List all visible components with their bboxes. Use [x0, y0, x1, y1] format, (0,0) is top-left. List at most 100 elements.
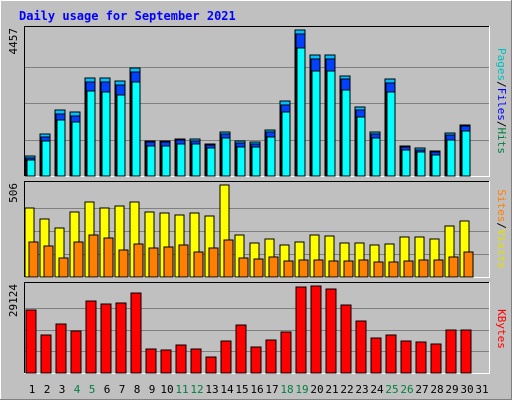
bar-kbytes-kbytes-day-24	[370, 337, 382, 374]
x-tick-label-day-6: 6	[104, 383, 111, 396]
legend-visits-sites: Sites/Visits	[495, 189, 508, 269]
bar-hits-files-pages-pages-day-17	[266, 136, 276, 177]
bar-kbytes-kbytes-day-3	[55, 323, 67, 374]
bar-visits-sites-sites-day-12	[193, 251, 204, 278]
bar-kbytes-kbytes-day-8	[130, 292, 142, 374]
x-tick-label-day-25: 25	[385, 383, 398, 396]
x-tick-label-day-5: 5	[89, 383, 96, 396]
x-tick-label-day-30: 30	[460, 383, 473, 396]
bar-kbytes-kbytes-day-19	[295, 286, 307, 374]
legend-hits: Hits	[495, 128, 508, 155]
x-tick-label-day-9: 9	[149, 383, 156, 396]
bar-hits-files-pages-pages-day-16	[251, 146, 261, 177]
x-tick-label-day-3: 3	[59, 383, 66, 396]
bar-kbytes-kbytes-day-20	[310, 285, 322, 374]
bar-visits-sites-sites-day-29	[448, 256, 459, 278]
x-tick-label-day-16: 16	[250, 383, 263, 396]
bar-kbytes-kbytes-day-30	[460, 329, 472, 374]
x-tick-label-day-23: 23	[355, 383, 368, 396]
bar-kbytes-kbytes-day-26	[400, 340, 412, 374]
bar-visits-sites-sites-day-18	[283, 260, 294, 278]
legend-sep: /	[495, 81, 508, 88]
bar-visits-sites-sites-day-6	[103, 237, 114, 278]
bar-hits-files-pages-pages-day-20	[311, 70, 321, 177]
bar-hits-files-pages-pages-day-21	[326, 70, 336, 177]
x-tick-label-day-10: 10	[160, 383, 173, 396]
bar-visits-sites-sites-day-27	[418, 259, 429, 278]
bar-hits-files-pages-pages-day-15	[236, 146, 246, 177]
bar-hits-files-pages-pages-day-3	[56, 119, 66, 177]
bar-hits-files-pages-pages-day-18	[281, 111, 291, 177]
bar-kbytes-kbytes-day-27	[415, 341, 427, 374]
bar-visits-sites-sites-day-28	[433, 259, 444, 278]
panel-kbytes-ymax-label: 29124	[7, 284, 20, 317]
bar-kbytes-kbytes-day-29	[445, 329, 457, 374]
bar-visits-sites-sites-day-21	[328, 260, 339, 278]
bar-visits-sites-sites-day-10	[163, 246, 174, 278]
bar-hits-files-pages-pages-day-6	[101, 91, 111, 177]
x-tick-label-day-18: 18	[280, 383, 293, 396]
x-tick-label-day-17: 17	[265, 383, 278, 396]
bar-visits-sites-sites-day-7	[118, 249, 129, 278]
x-tick-label-day-14: 14	[220, 383, 234, 396]
bar-kbytes-kbytes-day-4	[70, 330, 82, 374]
bar-hits-files-pages-pages-day-10	[161, 145, 171, 177]
legend-sep: /	[495, 121, 508, 128]
panel-hits-files-pages-ymax-label: 4457	[7, 28, 20, 55]
bar-hits-files-pages-pages-day-12	[191, 143, 201, 177]
legend-sites: Sites	[495, 189, 508, 222]
bar-kbytes-kbytes-day-5	[85, 300, 97, 374]
x-tick-label-day-4: 4	[74, 383, 81, 396]
bar-kbytes-kbytes-day-16	[250, 346, 262, 374]
bar-visits-sites-sites-day-22	[343, 260, 354, 278]
bar-visits-sites-sites-day-24	[373, 261, 384, 278]
bar-visits-sites-sites-day-4	[73, 241, 84, 278]
bar-visits-sites-sites-day-17	[268, 256, 279, 278]
bar-kbytes-kbytes-day-14	[220, 340, 232, 374]
legend-hits-files-pages: Pages/Files/Hits	[495, 48, 508, 154]
bar-kbytes-kbytes-day-2	[40, 334, 52, 374]
x-tick-label-day-19: 19	[295, 383, 308, 396]
bar-kbytes-kbytes-day-10	[160, 349, 172, 374]
bar-visits-sites-sites-day-14	[223, 239, 234, 278]
bar-kbytes-kbytes-day-12	[190, 348, 202, 374]
bar-hits-files-pages-pages-day-4	[71, 121, 81, 177]
bar-hits-files-pages-pages-day-19	[296, 47, 306, 177]
bar-hits-files-pages-pages-day-28	[431, 154, 441, 177]
bar-kbytes-kbytes-day-15	[235, 324, 247, 374]
bar-kbytes-kbytes-day-22	[340, 304, 352, 374]
x-tick-label-day-12: 12	[190, 383, 203, 396]
panel-visits-sites-ymax-label: 506	[7, 183, 20, 203]
bar-visits-sites-sites-day-19	[298, 259, 309, 278]
bar-hits-files-pages-pages-day-7	[116, 94, 126, 177]
legend-kbytes: KBytes	[495, 309, 508, 349]
x-tick-label-day-1: 1	[29, 383, 36, 396]
bar-kbytes-kbytes-day-18	[280, 331, 292, 374]
x-tick-label-day-28: 28	[430, 383, 443, 396]
legend-pages: Pages	[495, 48, 508, 81]
bar-visits-sites-sites-day-16	[253, 258, 264, 278]
bar-hits-files-pages-pages-day-2	[41, 140, 51, 177]
chart-title: Daily usage for September 2021	[19, 9, 236, 23]
bar-hits-files-pages-pages-day-8	[131, 81, 141, 177]
bar-visits-sites-sites-day-1	[28, 241, 39, 278]
bar-kbytes-kbytes-day-21	[325, 288, 337, 374]
bar-hits-files-pages-pages-day-22	[341, 89, 351, 177]
bar-visits-sites-sites-day-2	[43, 245, 54, 278]
x-tick-label-day-2: 2	[44, 383, 51, 396]
x-tick-label-day-8: 8	[134, 383, 141, 396]
bar-visits-sites-sites-day-30	[463, 251, 474, 278]
x-tick-label-day-29: 29	[445, 383, 458, 396]
bar-hits-files-pages-pages-day-29	[446, 139, 456, 177]
bar-visits-sites-sites-day-11	[178, 244, 189, 278]
legend-files: Files	[495, 88, 508, 121]
bar-kbytes-kbytes-day-17	[265, 339, 277, 374]
bar-kbytes-kbytes-day-13	[205, 356, 217, 374]
bar-hits-files-pages-pages-day-27	[416, 151, 426, 177]
x-tick-label-day-31: 31	[475, 383, 488, 396]
bar-visits-sites-sites-day-26	[403, 260, 414, 278]
x-tick-label-day-27: 27	[415, 383, 428, 396]
legend-kbytes: KBytes	[495, 309, 508, 349]
